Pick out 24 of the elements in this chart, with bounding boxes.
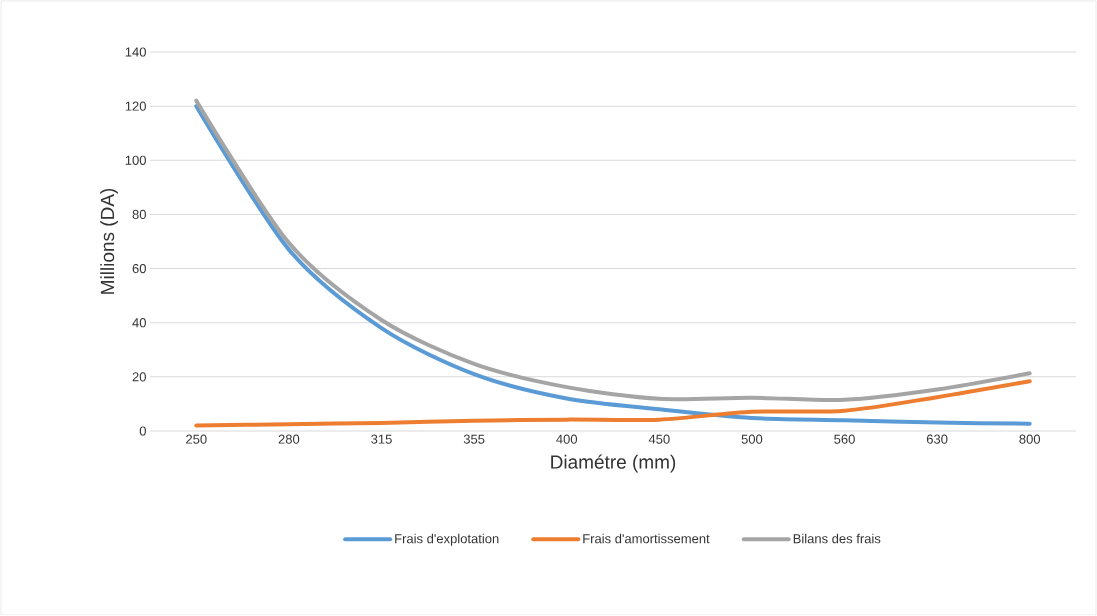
y-tick-label: 60 bbox=[132, 263, 146, 274]
y-tick-label: 0 bbox=[139, 426, 146, 436]
y-tick-label: 80 bbox=[132, 209, 146, 220]
x-tick-label: 450 bbox=[648, 434, 670, 444]
line-series bbox=[194, 379, 1032, 428]
x-tick-label: 250 bbox=[186, 434, 207, 444]
x-tick-label: 560 bbox=[834, 434, 855, 444]
y-tick-label: 20 bbox=[132, 372, 146, 382]
x-tick-label: 355 bbox=[463, 434, 485, 444]
x-tick-label: 500 bbox=[741, 434, 763, 444]
x-axis-title: Diamétre (mm) bbox=[551, 454, 676, 473]
legend-label: Frais d'explotation bbox=[395, 533, 499, 546]
y-tick-label: 40 bbox=[132, 318, 146, 328]
x-tick-label: 800 bbox=[1019, 434, 1041, 444]
x-tick-label: 630 bbox=[926, 434, 948, 444]
y-tick-label: 140 bbox=[125, 47, 146, 57]
x-tick-label: 315 bbox=[371, 434, 392, 444]
legend-label: Bilans des frais bbox=[793, 533, 881, 544]
x-tick-label: 280 bbox=[278, 434, 300, 444]
y-axis-title: Millions (DA) bbox=[100, 188, 118, 294]
y-tick-label: 120 bbox=[125, 101, 146, 111]
legend-label: Frais d'amortissement bbox=[583, 533, 710, 544]
x-tick-label: 400 bbox=[556, 434, 578, 444]
y-tick-label: 100 bbox=[125, 155, 146, 165]
